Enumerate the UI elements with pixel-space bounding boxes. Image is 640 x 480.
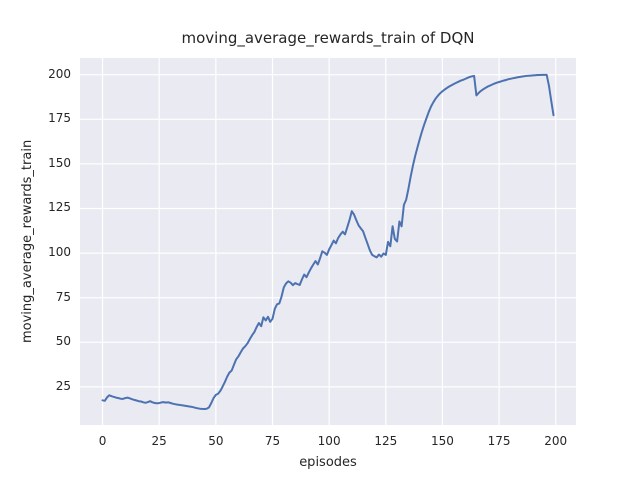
x-axis-label: episodes <box>299 455 357 470</box>
x-tick-label: 50 <box>208 434 224 448</box>
y-tick-label: 150 <box>48 155 71 170</box>
y-tick-label: 25 <box>55 378 71 393</box>
y-tick-label: 100 <box>48 245 71 260</box>
x-tick-label: 125 <box>374 434 398 448</box>
x-tick-label: 200 <box>544 434 568 448</box>
y-tick-label: 200 <box>48 66 71 81</box>
x-tick-label: 100 <box>317 434 341 448</box>
chart-title: moving_average_rewards_train of DQN <box>181 29 475 47</box>
x-tick-label: 175 <box>487 434 511 448</box>
y-tick-label: 75 <box>55 289 71 304</box>
line-chart-svg <box>80 58 576 425</box>
y-tick-label: 125 <box>48 200 71 215</box>
y-tick-label: 175 <box>48 111 71 126</box>
y-tick-label: 50 <box>55 334 71 349</box>
x-tick-label: 75 <box>264 434 281 448</box>
x-tick-label: 0 <box>98 434 107 448</box>
x-tick-label: 25 <box>151 434 167 448</box>
x-tick-label: 150 <box>430 434 454 448</box>
plot-area <box>80 58 576 425</box>
